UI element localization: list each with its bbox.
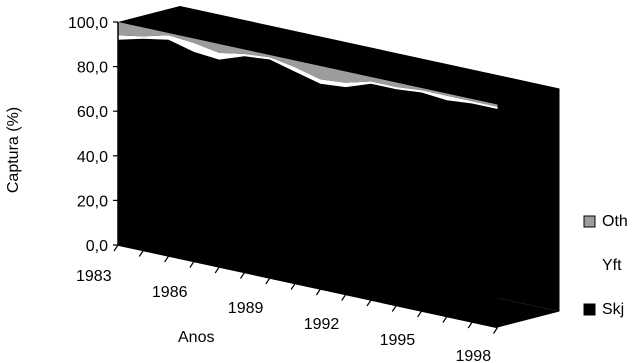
series-skj-area xyxy=(118,38,498,328)
x-tick xyxy=(138,250,144,257)
legend-label: Yft xyxy=(602,257,622,274)
y-tick-label: 100,0 xyxy=(68,15,108,32)
x-tick-label: 1992 xyxy=(304,316,340,333)
y-tick-label: 60,0 xyxy=(77,104,108,121)
x-tick xyxy=(164,255,170,263)
x-axis: 1983 1986 1989 1992 1995 1998 xyxy=(76,244,498,363)
y-axis-title: Captura (%) xyxy=(5,107,22,193)
x-tick xyxy=(391,305,397,312)
x-tick xyxy=(214,266,220,274)
axes: 0,0 20,0 40,0 60,0 80,0 100,0 1983 1986 1989 199… xyxy=(68,15,498,363)
series-oth-area xyxy=(118,22,498,107)
legend-swatch xyxy=(583,215,596,228)
x-tick xyxy=(265,277,271,285)
y-tick-label: 80,0 xyxy=(77,60,108,77)
x-tick-label: 1983 xyxy=(76,268,112,285)
x-axis-line xyxy=(117,244,498,329)
x-tick xyxy=(315,288,321,296)
x-tick xyxy=(467,321,473,329)
series-yft-area xyxy=(118,35,498,110)
x-axis-title: Anos xyxy=(178,329,214,346)
x-tick xyxy=(493,327,498,334)
x-tick-label: 1986 xyxy=(152,284,188,301)
legend-label: Skj xyxy=(602,301,624,318)
y-axis: 0,0 20,0 40,0 60,0 80,0 100,0 xyxy=(68,15,119,255)
y-tick-label: 0,0 xyxy=(86,238,108,255)
x-tick xyxy=(366,299,372,307)
x-tick-label: 1989 xyxy=(228,300,264,317)
legend-item-oth: Oth xyxy=(583,213,628,230)
legend-swatch xyxy=(583,303,596,316)
x-tick xyxy=(290,283,296,290)
x-tick xyxy=(341,294,347,301)
y-tick-label: 20,0 xyxy=(77,193,108,210)
legend-item-skj: Skj xyxy=(583,301,624,318)
x-tick xyxy=(113,244,119,252)
x-tick xyxy=(240,272,245,279)
legend-label: Oth xyxy=(602,213,628,230)
legend-item-yft: Yft xyxy=(602,257,622,274)
x-tick xyxy=(442,316,448,323)
x-tick xyxy=(189,261,195,268)
x-tick xyxy=(417,310,423,318)
x-tick-label: 1995 xyxy=(380,332,416,349)
series-layer xyxy=(118,22,498,328)
legend: Oth Yft Skj xyxy=(583,213,628,318)
y-tick-label: 40,0 xyxy=(77,149,108,166)
x-tick-label: 1998 xyxy=(456,348,492,363)
